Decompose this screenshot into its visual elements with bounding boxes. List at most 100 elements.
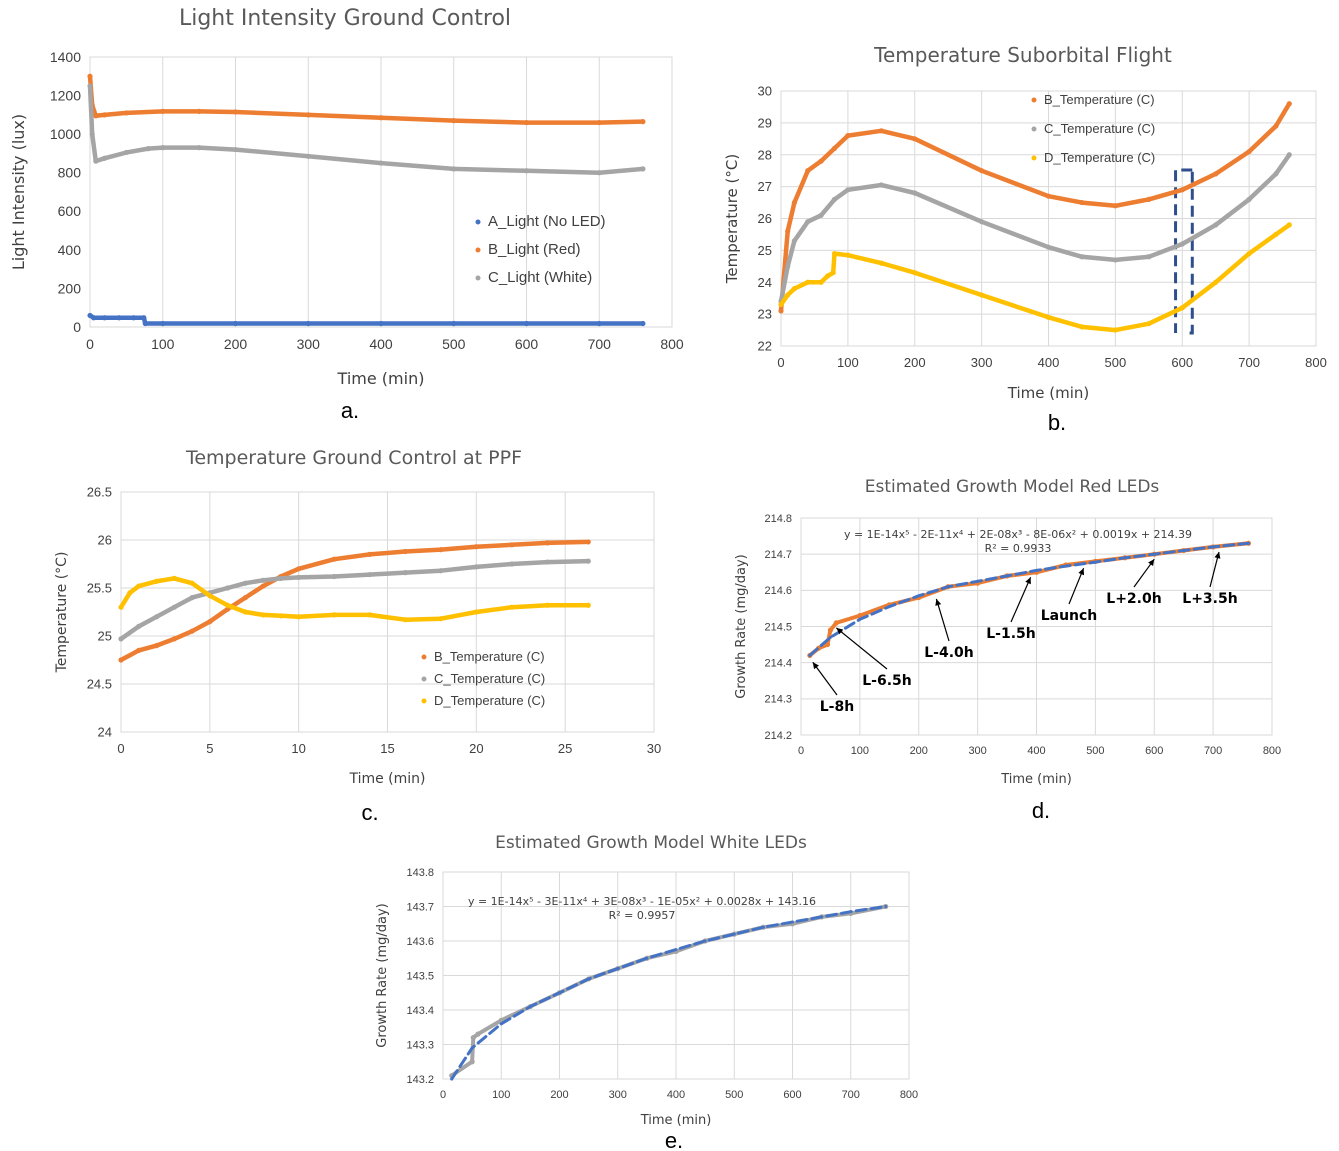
plot-area-frame	[800, 517, 1273, 736]
data-point	[585, 558, 591, 564]
data-point	[1213, 171, 1219, 177]
data-point	[153, 578, 160, 584]
data-point	[845, 133, 851, 139]
annotation-label: L+2.0h	[1106, 591, 1161, 607]
data-point	[523, 320, 530, 327]
data-point	[131, 315, 137, 321]
data-point	[1286, 222, 1292, 228]
legend-label: C_Light (White)	[488, 269, 592, 286]
data-point	[585, 602, 591, 608]
annotation-arrow-line	[935, 598, 950, 642]
data-point	[791, 920, 794, 924]
x-axis-label: Time (min)	[640, 1113, 712, 1128]
data-point	[1045, 193, 1052, 199]
data-point	[207, 593, 213, 599]
chart-e: 0 100 200 300 400 500 600 700 800 143.2 143.3 143.4…	[375, 833, 918, 1151]
data-point	[946, 585, 950, 589]
data-point	[831, 250, 838, 257]
y-tick-label: 23	[758, 307, 772, 322]
x-axis-label: Time (min)	[1007, 384, 1089, 402]
chart-title: Temperature Suborbital Flight	[873, 43, 1172, 67]
data-point	[153, 614, 160, 620]
data-point	[232, 146, 239, 153]
data-point	[378, 320, 384, 327]
data-point	[278, 575, 284, 582]
data-point	[1246, 250, 1252, 257]
plot-area-frame	[780, 90, 1317, 347]
data-point	[587, 977, 591, 981]
legend-marker	[475, 275, 481, 281]
data-point	[1112, 327, 1118, 333]
data-point	[141, 315, 147, 321]
data-point	[367, 612, 373, 618]
data-point	[118, 636, 124, 642]
annotation-arrow-line	[835, 627, 888, 670]
y-axis-label: Growth Rate (mg/day)	[734, 554, 749, 698]
data-point	[878, 182, 884, 188]
data-point	[1005, 574, 1009, 578]
series-line-fit	[450, 905, 888, 1081]
data-point	[451, 320, 457, 327]
data-point	[703, 939, 707, 943]
data-point	[136, 623, 142, 630]
data-point	[805, 279, 811, 285]
x-tick-label: 800	[1305, 355, 1327, 370]
data-point	[523, 119, 530, 126]
data-point	[1045, 244, 1052, 250]
data-point	[1152, 552, 1156, 556]
legend-marker	[421, 654, 427, 660]
data-point	[1035, 568, 1038, 572]
data-point	[101, 112, 108, 118]
x-tick-label: 700	[588, 336, 612, 352]
y-tick-label: 143.4	[406, 1005, 434, 1017]
data-point	[475, 1031, 481, 1037]
series-line-b-temperature-c-	[778, 101, 1292, 314]
chart-title: Estimated Growth Model White LEDs	[495, 833, 807, 853]
annotation-label: L-4.0h	[924, 645, 974, 661]
x-tick-label: 200	[550, 1089, 568, 1101]
data-point	[1112, 257, 1118, 263]
x-tick-label: 400	[1027, 745, 1045, 757]
series-line-b-light-red-	[87, 74, 646, 125]
data-point	[196, 108, 202, 114]
data-point	[189, 595, 195, 601]
y-tick-label: 22	[758, 339, 772, 354]
x-tick-label: 800	[900, 1089, 918, 1101]
data-point	[171, 575, 177, 582]
y-tick-label: 0	[73, 319, 81, 335]
plot-area-frame	[89, 56, 673, 328]
data-point	[101, 155, 108, 161]
data-point	[805, 168, 811, 174]
x-tick-label: 100	[492, 1089, 510, 1101]
series-line-data	[449, 904, 888, 1078]
data-point	[808, 653, 812, 657]
data-point	[778, 301, 784, 308]
x-tick-label: 0	[798, 745, 804, 757]
panel-label: d.	[1032, 798, 1050, 823]
data-point	[1213, 279, 1219, 285]
data-point	[145, 146, 151, 152]
y-tick-label: 214.7	[764, 549, 792, 561]
data-point	[189, 580, 195, 586]
x-tick-label: 300	[609, 1089, 627, 1101]
data-point	[136, 583, 142, 589]
series-line-d-temperature-c-	[118, 576, 591, 622]
legend-label: A_Light (No LED)	[488, 213, 606, 230]
data-point	[402, 570, 408, 576]
x-tick-label: 0	[777, 355, 784, 370]
data-point	[509, 604, 515, 610]
legend-label: D_Temperature (C)	[1044, 150, 1155, 165]
data-point	[89, 131, 95, 137]
data-point	[845, 187, 851, 193]
data-point	[1079, 199, 1085, 206]
data-point	[785, 292, 791, 298]
data-point	[828, 635, 832, 639]
annotation-arrow-line	[812, 661, 838, 696]
annotation-arrow-line	[1010, 577, 1032, 623]
x-tick-label: 800	[660, 336, 684, 352]
y-tick-label: 600	[58, 203, 82, 219]
data-point	[1246, 196, 1252, 202]
data-point	[912, 190, 918, 196]
data-point	[450, 1077, 454, 1081]
data-point	[207, 619, 213, 625]
